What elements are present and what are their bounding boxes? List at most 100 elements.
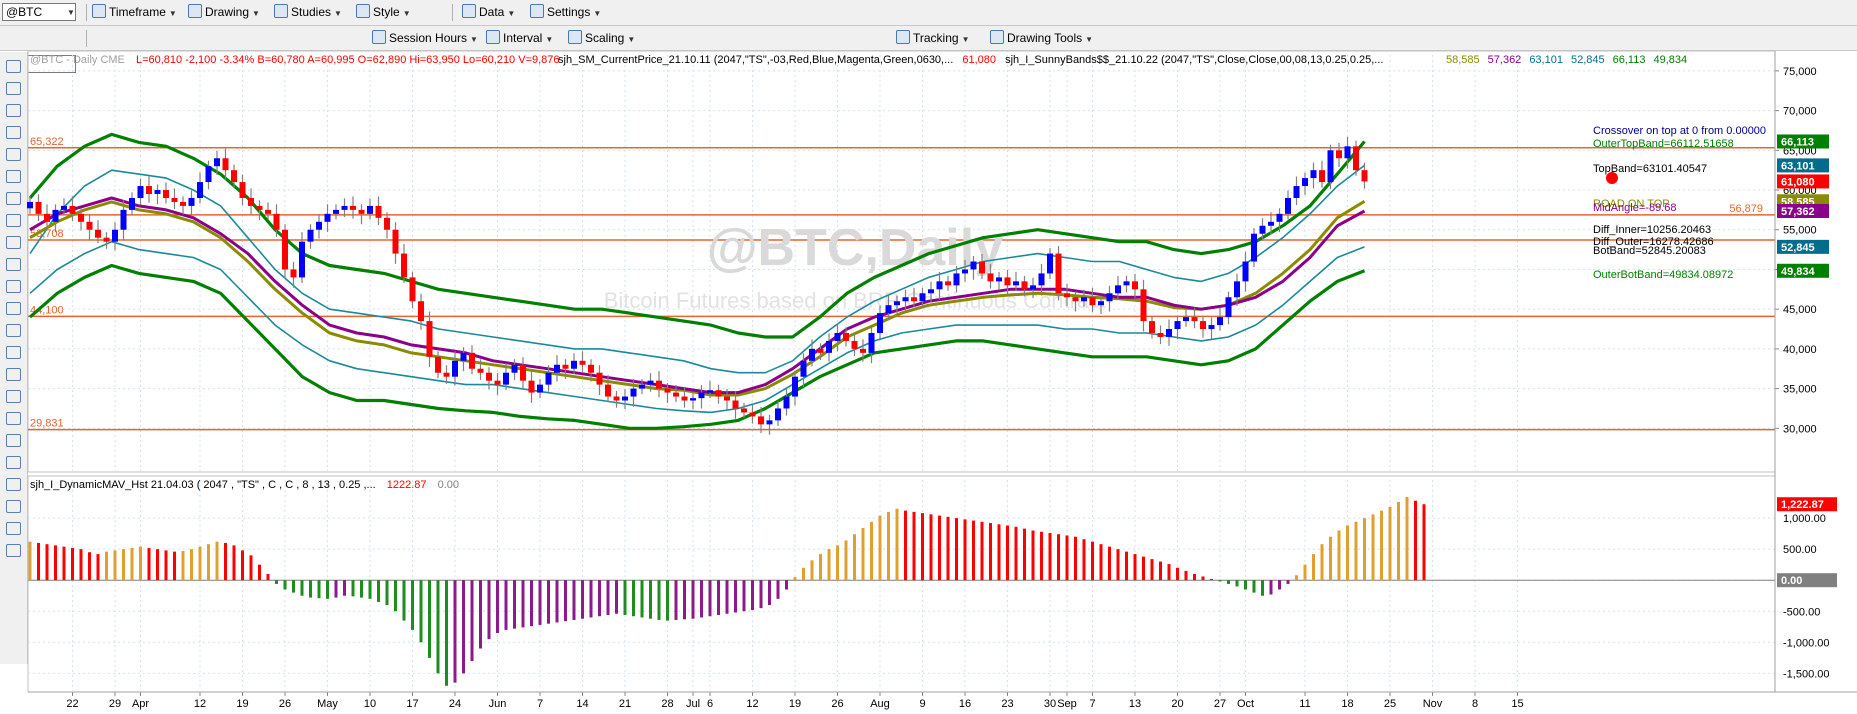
candle-body <box>936 281 943 290</box>
candle-body <box>579 360 586 365</box>
andrews-tool-icon[interactable] <box>6 346 21 359</box>
session-hours-menu[interactable]: Session Hours ▼ <box>372 29 478 48</box>
fibonacci-tool-icon[interactable] <box>6 192 21 205</box>
candle-body <box>647 380 654 385</box>
candle-body <box>52 209 59 222</box>
candle-body <box>605 384 611 397</box>
svg-text:@BTC - Daily CME L=60,810: @BTC - Daily CME L=60,810 -2,100 -3.34% … <box>30 54 560 66</box>
symbol-dropdown-icon[interactable]: ▼ <box>67 8 75 17</box>
candle-body <box>868 333 875 353</box>
triangle-tool-icon[interactable] <box>6 412 21 425</box>
level-label: 29,831 <box>30 418 64 430</box>
symbol-line: @BTC - Daily CME <box>30 54 125 66</box>
y-tick-label: 30,000 <box>1783 423 1817 435</box>
candle-body <box>732 400 739 409</box>
hist-zero-label: 0.00 <box>1781 575 1802 587</box>
x-tick-label: 7 <box>1089 698 1095 710</box>
candle-body <box>1089 297 1096 306</box>
interval-menu[interactable]: Interval ▼ <box>486 29 553 48</box>
candle-body <box>962 269 968 274</box>
font-tool-icon[interactable] <box>6 544 21 557</box>
outer-top-note: OuterTopBand=66112.51658 <box>1593 138 1734 150</box>
x-tick-label: May <box>317 698 338 710</box>
diff-inner-note: Diff_Inner=10256.20463 <box>1593 224 1711 236</box>
candle-body <box>792 376 798 397</box>
magnet-tool-icon[interactable] <box>6 500 21 513</box>
candle-body <box>69 205 76 214</box>
gann-tool-icon[interactable] <box>6 258 21 271</box>
crosshair-tool-icon[interactable] <box>6 82 21 95</box>
edit-tool-icon[interactable] <box>6 522 21 535</box>
candle-body <box>1217 317 1223 326</box>
candle-body <box>316 221 322 230</box>
x-tick-label: Oct <box>1237 698 1254 710</box>
tracking-icon <box>896 30 910 44</box>
session-icon <box>372 30 386 44</box>
timeframe-menu[interactable]: Timeframe ▼ <box>92 3 177 22</box>
drawing-tools-menu[interactable]: Drawing Tools ▼ <box>990 29 1093 48</box>
candle-body <box>843 333 849 341</box>
drawing-menu[interactable]: Drawing ▼ <box>188 3 260 22</box>
candle-body <box>766 420 773 425</box>
x-tick-label: 8 <box>1472 698 1478 710</box>
speed-lines-tool-icon[interactable] <box>6 236 21 249</box>
candle-body <box>214 158 220 167</box>
style-menu[interactable]: Style ▼ <box>356 3 411 22</box>
candle-body <box>44 213 50 222</box>
candle-body <box>35 201 42 214</box>
candle-body <box>707 390 713 393</box>
horizontal-line-tool-icon[interactable] <box>6 148 21 161</box>
right-label-text: 52,845 <box>1781 242 1815 254</box>
candle-body <box>27 201 33 209</box>
x-tick-label: 20 <box>1171 698 1183 710</box>
channel-tool-icon[interactable] <box>6 170 21 183</box>
candle-body <box>384 217 390 230</box>
x-tick-label: Apr <box>132 698 149 710</box>
rectangle-tool-icon[interactable] <box>6 368 21 381</box>
arc-tool-icon[interactable] <box>6 302 21 315</box>
candle-body <box>571 360 577 369</box>
regression-tool-icon[interactable] <box>6 324 21 337</box>
settings-menu[interactable]: Settings ▼ <box>530 3 601 22</box>
pointer-tool-icon[interactable] <box>6 60 21 73</box>
candle-body <box>1293 186 1300 198</box>
x-tick-label: 15 <box>1511 698 1523 710</box>
candle-body <box>783 396 790 409</box>
candle-body <box>426 321 433 357</box>
candle-body <box>112 229 118 242</box>
symbol-input[interactable]: @BTC <box>2 3 76 21</box>
candle-body <box>103 237 110 242</box>
x-tick-label: 28 <box>661 698 673 710</box>
candle-body <box>290 269 297 278</box>
x-tick-label: 30 <box>1044 698 1056 710</box>
candle-body <box>324 213 331 222</box>
road-note: ROAD ON TOP <box>1593 198 1670 210</box>
candle-body <box>1251 233 1257 262</box>
candle-body <box>902 297 909 302</box>
cycle-tool-icon[interactable] <box>6 280 21 293</box>
y-tick-label: 75,000 <box>1783 66 1817 78</box>
right-label-box <box>1777 263 1829 278</box>
arrow-tool-icon[interactable] <box>6 456 21 469</box>
candle-body <box>690 398 696 401</box>
trendline-tool-icon[interactable] <box>6 104 21 117</box>
eraser-tool-icon[interactable] <box>6 478 21 491</box>
candle-body <box>1344 146 1351 159</box>
candle-body <box>503 372 509 385</box>
candle-body <box>1072 297 1079 302</box>
pitchfork-tool-icon[interactable] <box>6 214 21 227</box>
tracking-menu[interactable]: Tracking ▼ <box>896 29 970 48</box>
ray-tool-icon[interactable] <box>6 126 21 139</box>
candle-body <box>588 364 594 373</box>
candle-body <box>1183 317 1189 322</box>
data-menu[interactable]: Data ▼ <box>462 3 515 22</box>
studies-menu[interactable]: Studies ▼ <box>274 3 342 22</box>
ellipse-tool-icon[interactable] <box>6 390 21 403</box>
text-tool-icon[interactable] <box>6 434 21 447</box>
x-tick-label: 9 <box>919 698 925 710</box>
scaling-menu[interactable]: Scaling ▼ <box>568 29 635 48</box>
x-tick-label: 18 <box>1341 698 1353 710</box>
y-tick-label: 40,000 <box>1783 344 1817 356</box>
level-label: 44,100 <box>30 304 64 316</box>
